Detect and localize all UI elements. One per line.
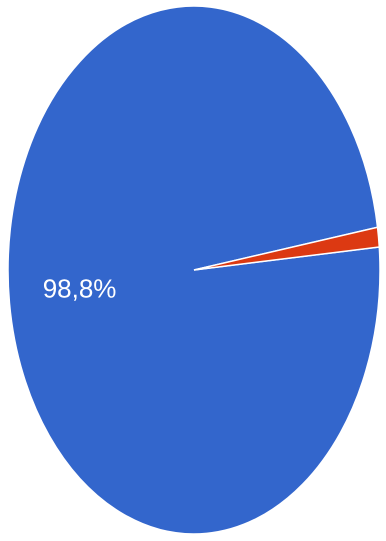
- pie-slice-1: [193, 226, 381, 271]
- pie-slice-label-0: 98,8%: [43, 273, 117, 303]
